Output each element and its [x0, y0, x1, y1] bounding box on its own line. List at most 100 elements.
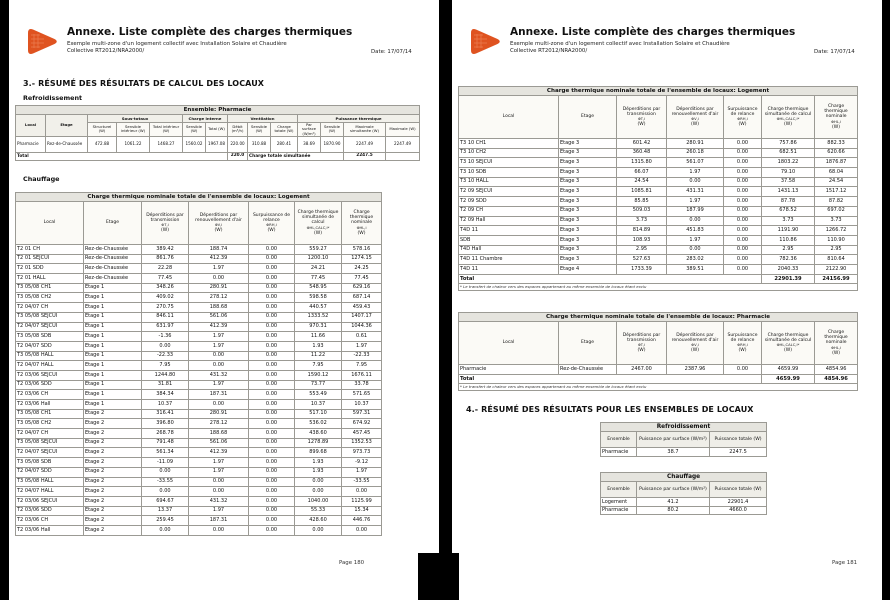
page-subtitle: Exemple multi-zone d'un logement collect… — [67, 41, 322, 54]
date-label: Date: 17/07/14 — [371, 49, 412, 55]
col-puissance-surface: Puissance par surface (W/m²) — [636, 481, 710, 498]
section-4-title: 4.- RÉSUMÉ DES RÉSULTATS POUR LES ENSEMB… — [466, 405, 754, 414]
table-row: T2 04/07 SDD Etage 1 0.00 1.97 0.00 1.93 1.97 — [15, 340, 383, 352]
section-3-title: 3.- RÉSUMÉ DES RÉSULTATS DE CALCUL DES L… — [23, 79, 265, 88]
col-surpuissance: Surpuissance de relance ΦRH,i (W) — [723, 95, 762, 139]
col-local: Local — [15, 114, 46, 137]
table-row: T2 03/06 SDD Etage 1 31.81 1.97 0.00 73.77 33.… — [15, 379, 383, 391]
table-row: T3 05/08 HALL Etage 1 -22.33 0.00 0.00 11.22-… — [15, 350, 383, 362]
table-row: T2 09 CH Etage 3 509.03 187.99 0.00 678.52 697… — [458, 205, 859, 217]
col-etage: Etage — [45, 114, 88, 137]
table-row: T2 04/07 SDD Etage 2 0.00 1.97 0.00 1.93 1.97 — [15, 466, 383, 478]
table-row: T2 09 Hall Etage 3 3.73 0.00 0.00 3.73 3.73 — [458, 215, 859, 227]
col-vent-sensible: Sensible (W) — [247, 122, 271, 137]
cooling-total-row: Total 220.0 Charge totale simultanée 224… — [15, 151, 421, 161]
col-surpuissance: Surpuissance de relance ΦRH,i (W) — [248, 201, 295, 245]
col-transmission: Déperditions par transmission ΦT,i (W) — [141, 201, 189, 245]
col-structurel: Structurel (W) — [87, 122, 117, 137]
table-row: T2 04/07 SEJCUI Etage 2 561.34 412.39 0.00 89… — [15, 447, 383, 459]
heating-table-logement-p2: Charge thermique nominale totale de l'en… — [457, 86, 859, 291]
summary-cooling-title: Refroidissement — [599, 422, 768, 432]
heating-table-title: Charge thermique nominale totale de l'en… — [14, 192, 383, 202]
table-footnote: * Le transfert de chaleur vers des espac… — [457, 282, 859, 291]
col-total-interieur: Total intérieur (W) — [149, 122, 183, 137]
total-simultanee: 4659.99 — [761, 373, 815, 384]
cooling-label: Refroidissement — [23, 94, 83, 102]
col-debit: Débit (m³/h) — [227, 122, 248, 137]
logo-icon — [24, 26, 59, 57]
total-debit: 220.0 — [227, 151, 248, 161]
table-row: T3 05/08 CH1 Etage 2 316.41 280.91 0.00 517.1… — [15, 408, 383, 420]
table-row: T2 04/07 CH Etage 1 270.75 188.68 0.00 440.57… — [15, 302, 383, 313]
table-row: T2 01 SDD Rez-de-Chaussée 22.28 1.97 0.00 24.… — [15, 263, 383, 275]
table-footnote: * Le transfert de chaleur vers des espac… — [457, 382, 859, 391]
subtitle-line1: Exemple multi-zone d'un logement collect… — [67, 41, 287, 47]
table-row: T3 05/08 SEJCUI Etage 2 791.48 561.06 0.00 12… — [15, 437, 383, 449]
table-row: T2 04/07 HALL Etage 2 0.00 0.00 0.00 0.00 0.00 — [15, 486, 383, 497]
col-etage: Etage — [558, 95, 617, 139]
page-subtitle: Exemple multi-zone d'un logement collect… — [510, 41, 765, 54]
heating-table-body-p2: T3 10 CH1 Etage 3 601.42 280.91 0.00 757.86 88… — [458, 138, 859, 275]
table-row: T4D 11 Etage 4 1733.39 389.51 0.00 2040.33 212… — [458, 263, 859, 275]
col-etage: Etage — [83, 201, 142, 245]
subtitle-line1: Exemple multi-zone d'un logement collect… — [510, 41, 730, 47]
footnote-row: * Le transfert de chaleur vers des espac… — [457, 282, 859, 291]
table-row: T3 05/08 HALL Etage 2 -33.55 0.00 0.00 0.00 -3… — [15, 476, 383, 488]
table-row: Logement 41.2 22901.4 — [600, 497, 768, 507]
table-row: T4D 11 Etage 3 814.89 451.83 0.00 1191.90 1266… — [458, 225, 859, 236]
subtitle-line2: Collective RT2012/NRA2000/ — [67, 47, 145, 54]
table-row: T3 05/08 CH1 Etage 1 348.26 280.91 0.00 548.9… — [15, 282, 383, 294]
summary-cooling-table: Refroidissement Ensemble Puissance par s… — [599, 422, 768, 457]
col-nominale: Charge thermique nominale ΦHL,i (W) — [340, 201, 383, 245]
logement-total-row: Total 22901.39 24156.99 — [458, 273, 859, 284]
cooling-table-body: Pharmacie Rez-de-Chaussée 472.88 1061.22 146… — [15, 135, 421, 153]
table-row: T3 05/08 CH2 Etage 1 409.02 278.12 0.00 598.5… — [15, 292, 383, 304]
total-label: Total — [458, 373, 762, 384]
total-label: Total — [15, 151, 228, 161]
col-renouvellement: Déperditions par renouvellement d'air ΦV,… — [666, 321, 724, 365]
summary-heating-table: Chauffage Ensemble Puissance par surface… — [599, 472, 768, 515]
col-renouvellement: Déperditions par renouvellement d'air ΦV,… — [666, 95, 724, 139]
date-label: Date: 17/07/14 — [814, 49, 855, 55]
total-simult-value: 2247.5 — [343, 151, 386, 161]
col-renouvellement: Déperditions par renouvellement d'air ΦV,… — [188, 201, 249, 245]
total-nominale: 4854.96 — [813, 373, 859, 384]
table-row: T2 04/07 HALL Etage 1 7.95 0.00 0.00 7.95 7.95 — [15, 360, 383, 371]
table-row: T2 01 CH Rez-de-Chaussée 389.42 188.74 0.00 5… — [15, 244, 383, 255]
col-ensemble: Ensemble — [600, 481, 637, 498]
table-row: T2 03/06 SEJCUI Etage 2 694.67 431.32 0.00 10… — [15, 495, 383, 507]
page-title: Annexe. Liste complète des charges therm… — [67, 26, 353, 38]
pharmacie-total-row: Total 4659.99 4854.96 — [458, 373, 859, 384]
table-row: T4D 11 Chambre Etage 3 527.63 283.02 0.00 782… — [458, 254, 859, 265]
group-puissance-thermique: Puissance thermique — [296, 114, 421, 123]
table-row: Pharmacie Rez-de-Chaussée 2467.00 2387.96 0.… — [458, 364, 859, 375]
footnote-row: * Le transfert de chaleur vers des espac… — [457, 382, 859, 391]
subtitle-line2: Collective RT2012/NRA2000/ — [510, 47, 588, 54]
table-row: T2 09 SEJCUI Etage 3 1085.81 431.31 0.00 1431… — [458, 186, 859, 198]
table-row: T2 03/06 SDD Etage 2 13.37 1.97 0.00 55.33 15.… — [15, 505, 383, 517]
table-row: T3 10 HALL Etage 3 24.54 0.00 0.00 37.58 24.54 — [458, 176, 859, 188]
col-transmission: Déperditions par transmission ΦT,i (W) — [616, 321, 667, 365]
cooling-table-title: Ensemble: Pharmacie — [14, 105, 421, 115]
col-local: Local — [458, 321, 559, 365]
table-row: T3 10 SEJCUI Etage 3 1315.80 561.07 0.00 1803… — [458, 157, 859, 169]
col-nominale: Charge thermique nominale ΦHL,i (W) — [813, 95, 859, 139]
table-row: T3 10 CH2 Etage 3 360.48 260.18 0.00 682.51 62… — [458, 147, 859, 159]
total-simult-label: Charge totale simultanée — [247, 151, 344, 161]
heating-table-logement-p1: Charge thermique nominale totale de l'en… — [14, 192, 383, 536]
page-number: Page 180 — [339, 560, 365, 566]
table-row: T3 05/08 SDB Etage 1 -1.36 1.97 0.00 11.66 0.6… — [15, 331, 383, 342]
col-maximale: Maximale (W) — [384, 122, 421, 137]
heating-label: Chauffage — [23, 175, 60, 183]
page-180: Annexe. Liste complète des charges therm… — [9, 0, 439, 600]
col-surpuissance: Surpuissance de relance ΦRH,i (W) — [723, 321, 762, 365]
col-puissance-totale: Puissance totale (W) — [708, 431, 768, 448]
table-row: T2 03/06 Hall Etage 1 10.37 0.00 0.00 10.37 10… — [15, 399, 383, 410]
col-local: Local — [15, 201, 84, 245]
table-row: Pharmacie Rez-de-Chaussée 472.88 1061.22 146… — [15, 135, 421, 153]
heating-table-body-p1: T2 01 CH Rez-de-Chaussée 389.42 188.74 0.00 5… — [15, 244, 383, 536]
col-ensemble: Ensemble — [600, 431, 637, 448]
total-simultanee: 22901.39 — [761, 273, 815, 284]
table-row: T2 01 HALL Rez-de-Chaussée 77.45 0.00 0.00 77… — [15, 273, 383, 284]
